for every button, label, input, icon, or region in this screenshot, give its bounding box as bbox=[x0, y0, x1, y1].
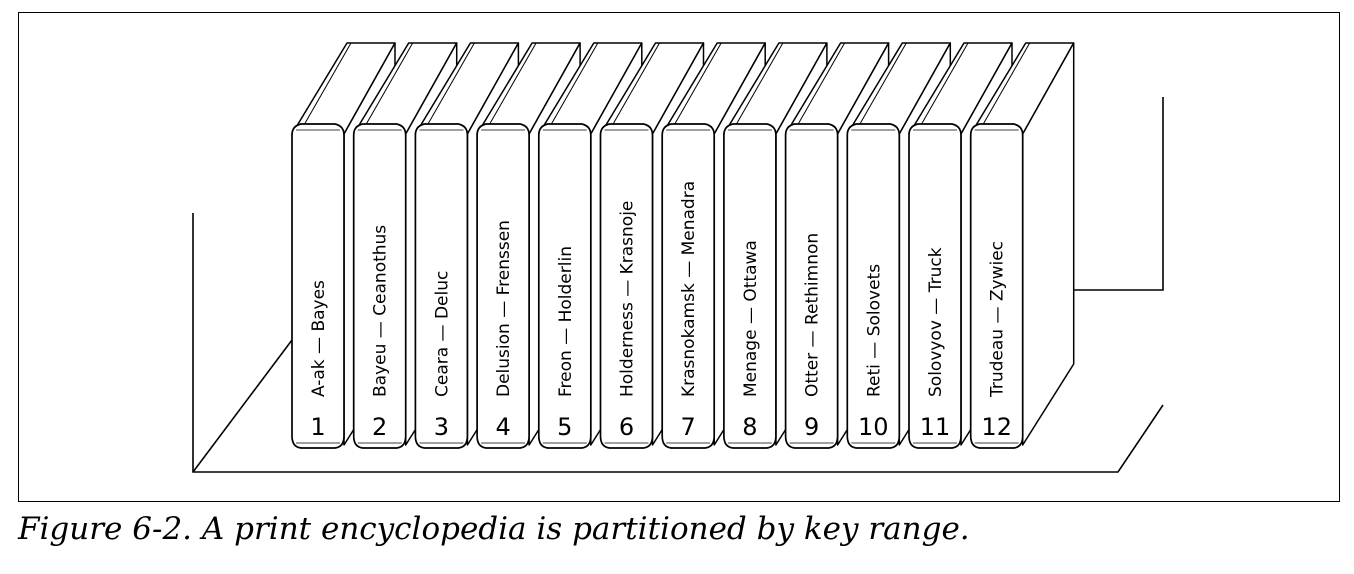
volume-spine bbox=[784, 123, 839, 449]
volume-spine bbox=[537, 123, 592, 449]
volume-number: 8 bbox=[742, 413, 757, 441]
volume-spine bbox=[352, 123, 407, 449]
volume-number: 9 bbox=[804, 413, 819, 441]
volume-top-edge bbox=[608, 42, 660, 133]
volume-spine bbox=[291, 123, 345, 449]
encyclopedia-volumes: A-ak — Bayes 1 Bayeu — Ceanothus 2 Ceara — D… bbox=[291, 42, 1075, 449]
volume-top-edge bbox=[361, 42, 414, 133]
volume-key-range: A-ak — Bayes bbox=[309, 280, 329, 397]
volume-12: Trudeau — Zywiec 12 bbox=[969, 42, 1075, 449]
volume-spine bbox=[599, 123, 654, 449]
volume-key-range: Otter — Rethimnon bbox=[803, 233, 823, 397]
volume-top-edge bbox=[916, 42, 969, 133]
volume-number: 4 bbox=[495, 413, 510, 441]
volume-number: 5 bbox=[557, 413, 572, 441]
volume-key-range: Bayeu — Ceanothus bbox=[371, 225, 391, 397]
volume-key-range: Reti — Solovets bbox=[864, 264, 884, 397]
shelf-back-edge bbox=[1042, 97, 1164, 291]
volume-spine bbox=[723, 123, 777, 449]
volume-spine bbox=[661, 123, 716, 449]
volume-key-range: Menage — Ottawa bbox=[741, 240, 761, 397]
volume-number: 2 bbox=[372, 413, 387, 441]
volume-top-edge bbox=[484, 42, 537, 133]
volume-top-edge bbox=[854, 42, 907, 133]
volume-number: 3 bbox=[434, 413, 449, 441]
shelf-side-edge bbox=[192, 335, 296, 473]
volume-key-range: Holderness — Krasnoje bbox=[618, 201, 638, 397]
volume-key-range: Freon — Holderlin bbox=[556, 246, 576, 397]
volume-number: 6 bbox=[619, 413, 634, 441]
volume-top-edge bbox=[546, 42, 599, 133]
volume-key-range: Krasnokamsk — Menadra bbox=[679, 181, 699, 397]
volume-top-edge bbox=[731, 42, 784, 133]
volume-key-range: Delusion — Frenssen bbox=[494, 220, 514, 397]
volume-number: 10 bbox=[858, 413, 889, 441]
volume-top-edge bbox=[793, 42, 846, 133]
volume-spine bbox=[846, 123, 901, 449]
volume-number: 1 bbox=[310, 413, 325, 441]
volume-spine bbox=[476, 123, 530, 449]
volume-key-range: Ceara — Deluc bbox=[432, 271, 452, 397]
volume-top-edge bbox=[299, 42, 352, 133]
volume-top-edge bbox=[669, 42, 722, 133]
volume-number: 11 bbox=[920, 413, 951, 441]
volume-spine bbox=[969, 123, 1024, 449]
volume-number: 7 bbox=[681, 413, 696, 441]
shelf-outline bbox=[192, 213, 1164, 473]
volume-top-edge bbox=[978, 42, 1031, 133]
shelf bbox=[192, 97, 1164, 473]
volume-key-range: Solovyov — Truck bbox=[926, 247, 946, 397]
volume-key-range: Trudeau — Zywiec bbox=[988, 241, 1008, 398]
volume-spine bbox=[414, 123, 469, 449]
volume-number: 12 bbox=[981, 413, 1012, 441]
volume-spine bbox=[908, 123, 962, 449]
figure-caption: Figure 6-2. A print encyclopedia is part… bbox=[18, 511, 970, 547]
volume-top-edge bbox=[422, 42, 475, 133]
